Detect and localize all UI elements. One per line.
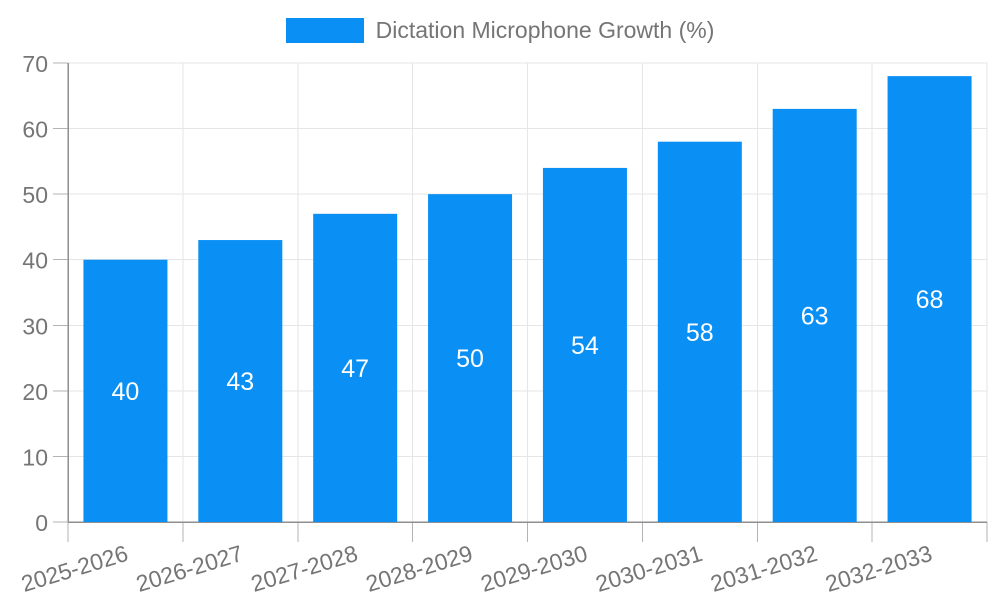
- bar[interactable]: [542, 167, 627, 522]
- y-tick-label: 60: [22, 117, 48, 143]
- bar[interactable]: [83, 259, 168, 522]
- legend-color-swatch: [285, 18, 364, 43]
- x-tick-label: 2025-2026: [18, 540, 131, 597]
- bar-value-label: 43: [226, 368, 254, 396]
- y-tick-label: 50: [22, 182, 48, 208]
- x-tick-label: 2029-2030: [478, 540, 591, 597]
- bar[interactable]: [657, 141, 742, 522]
- x-tick-label: 2026-2027: [133, 540, 246, 597]
- y-tick-label: 70: [22, 51, 48, 77]
- bar[interactable]: [428, 194, 513, 522]
- legend[interactable]: Dictation Microphone Growth (%): [0, 17, 1000, 44]
- bar-value-label: 40: [112, 378, 140, 406]
- y-tick-label: 30: [22, 313, 48, 339]
- y-tick-label: 40: [22, 248, 48, 274]
- bar-value-label: 68: [916, 286, 944, 314]
- x-tick-label: 2030-2031: [592, 540, 705, 597]
- bar[interactable]: [198, 240, 283, 523]
- y-tick-label: 20: [22, 379, 48, 405]
- x-tick-label: 2027-2028: [248, 540, 361, 597]
- bar-value-label: 47: [341, 355, 369, 383]
- legend-label: Dictation Microphone Growth (%): [375, 17, 715, 43]
- bar-value-label: 58: [686, 319, 714, 347]
- bar-value-label: 54: [571, 332, 599, 360]
- x-tick-label: 2032-2033: [822, 540, 935, 597]
- y-tick-label: 10: [22, 444, 48, 470]
- y-tick-label: 0: [35, 510, 48, 536]
- bar[interactable]: [772, 108, 857, 523]
- x-tick-label: 2031-2032: [707, 540, 820, 597]
- bar-value-label: 63: [801, 302, 829, 330]
- bar-value-label: 50: [456, 345, 484, 373]
- x-tick-label: 2028-2029: [363, 540, 476, 597]
- bar[interactable]: [313, 213, 398, 523]
- bar[interactable]: [887, 76, 972, 522]
